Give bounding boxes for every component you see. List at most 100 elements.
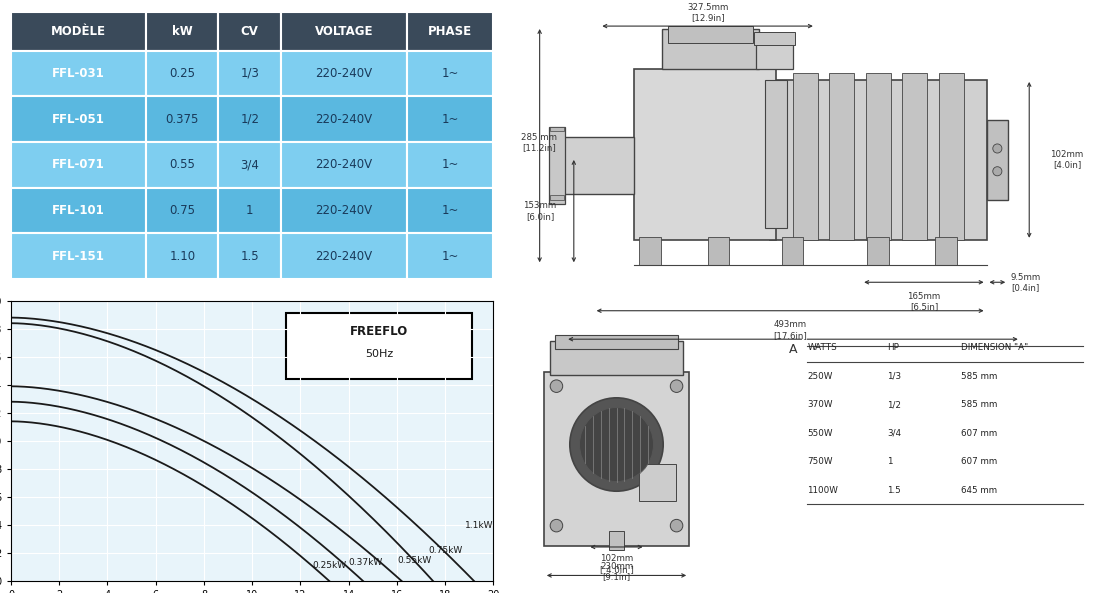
Bar	[219, 233, 282, 279]
Bar	[550, 340, 683, 375]
Bar	[543, 372, 689, 546]
Text: 550W: 550W	[807, 429, 833, 438]
Bar	[11, 96, 146, 142]
Bar	[987, 120, 1009, 200]
Text: 220-240V: 220-240V	[316, 158, 373, 171]
Text: 250W: 250W	[807, 372, 833, 381]
Text: PHASE: PHASE	[428, 25, 472, 38]
Text: 102mm
[4.0in]: 102mm [4.0in]	[1050, 150, 1084, 170]
Text: 230mm
[9.1in]: 230mm [9.1in]	[600, 562, 634, 581]
Text: 1~: 1~	[441, 158, 459, 171]
Bar	[829, 74, 855, 240]
Bar	[866, 74, 891, 240]
Text: 607 mm: 607 mm	[961, 429, 998, 438]
Text: 0.25: 0.25	[169, 67, 196, 80]
Text: HP: HP	[887, 343, 899, 352]
Circle shape	[550, 380, 563, 393]
Bar	[11, 187, 146, 233]
Bar	[770, 114, 776, 205]
Bar	[554, 137, 634, 194]
Bar	[282, 96, 407, 142]
Text: 1~: 1~	[441, 113, 459, 126]
Bar	[219, 187, 282, 233]
Text: FFL-031: FFL-031	[52, 67, 104, 80]
Text: FREEFLO: FREEFLO	[350, 325, 408, 338]
Text: FFL-071: FFL-071	[52, 158, 104, 171]
Text: 0.37kW: 0.37kW	[349, 559, 383, 568]
Bar	[639, 237, 661, 265]
Bar	[219, 50, 282, 96]
Text: FFL-051: FFL-051	[52, 113, 104, 126]
Circle shape	[670, 380, 683, 393]
Bar	[219, 96, 282, 142]
Bar	[282, 12, 407, 50]
Bar	[549, 127, 565, 204]
Bar	[11, 142, 146, 187]
Text: 1.5: 1.5	[887, 486, 901, 495]
Text: 1~: 1~	[441, 67, 459, 80]
Text: 1.10: 1.10	[169, 250, 196, 263]
Bar	[407, 187, 494, 233]
Bar	[935, 237, 957, 265]
Bar	[550, 195, 564, 200]
Text: 50Hz: 50Hz	[365, 349, 393, 359]
Bar	[639, 464, 676, 502]
Text: 607 mm: 607 mm	[961, 457, 998, 466]
Bar	[282, 50, 407, 96]
Text: 220-240V: 220-240V	[316, 250, 373, 263]
Text: 493mm
[17.6in]: 493mm [17.6in]	[773, 320, 807, 340]
Text: WATTS: WATTS	[807, 343, 837, 352]
Circle shape	[580, 407, 653, 482]
Text: 1.5: 1.5	[241, 250, 260, 263]
Bar	[764, 80, 788, 228]
Text: FFL-151: FFL-151	[52, 250, 104, 263]
Bar	[550, 127, 564, 132]
Circle shape	[570, 398, 663, 491]
Text: 585 mm: 585 mm	[961, 400, 998, 409]
Text: 102mm
[ 4.0in ]: 102mm [ 4.0in ]	[600, 554, 634, 574]
Text: 220-240V: 220-240V	[316, 67, 373, 80]
Bar	[219, 12, 282, 50]
Bar	[11, 233, 146, 279]
Circle shape	[993, 167, 1002, 176]
Bar	[770, 80, 987, 240]
Bar	[707, 237, 729, 265]
Text: 1/3: 1/3	[241, 67, 260, 80]
Bar	[282, 142, 407, 187]
Bar	[146, 142, 219, 187]
Bar	[282, 233, 407, 279]
Text: 1/2: 1/2	[240, 113, 260, 126]
Bar	[407, 50, 494, 96]
Bar	[902, 74, 927, 240]
Text: 0.25kW: 0.25kW	[312, 561, 346, 570]
Circle shape	[670, 519, 683, 532]
Text: 585 mm: 585 mm	[961, 372, 998, 381]
Text: 1/3: 1/3	[887, 372, 901, 381]
Text: CV: CV	[241, 25, 258, 38]
Bar	[556, 335, 678, 349]
Bar	[11, 12, 146, 50]
Text: MODÈLE: MODÈLE	[51, 25, 106, 38]
Text: 153mm
[6.0in]: 153mm [6.0in]	[524, 202, 557, 221]
Text: 9.5mm
[0.4in]: 9.5mm [0.4in]	[1011, 273, 1041, 292]
Bar	[219, 142, 282, 187]
Bar	[662, 29, 759, 69]
Bar	[146, 96, 219, 142]
Bar	[146, 233, 219, 279]
Text: 1100W: 1100W	[807, 486, 838, 495]
Circle shape	[550, 519, 563, 532]
Text: 0.55: 0.55	[169, 158, 195, 171]
Bar	[782, 237, 803, 265]
Bar	[407, 96, 494, 142]
Bar	[756, 37, 793, 69]
Bar	[407, 142, 494, 187]
Bar	[938, 74, 964, 240]
Text: DIMENSION "A": DIMENSION "A"	[961, 343, 1028, 352]
Text: kW: kW	[172, 25, 192, 38]
Text: 165mm
[6.5in]: 165mm [6.5in]	[908, 292, 940, 311]
Text: 1~: 1~	[441, 250, 459, 263]
Text: 750W: 750W	[807, 457, 833, 466]
Bar	[407, 12, 494, 50]
Text: 1/2: 1/2	[887, 400, 901, 409]
Bar	[146, 12, 219, 50]
